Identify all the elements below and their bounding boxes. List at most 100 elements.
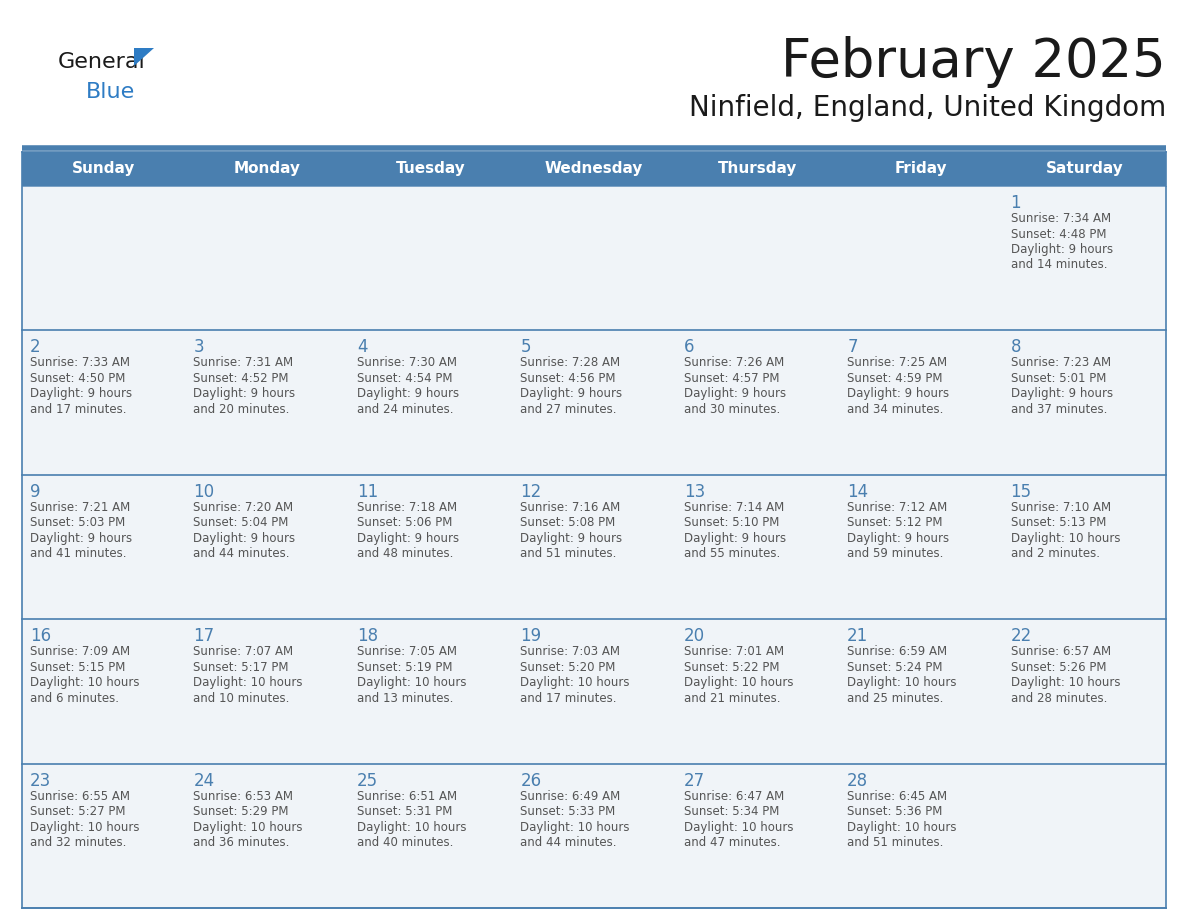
Text: and 2 minutes.: and 2 minutes. [1011,547,1100,560]
Text: Daylight: 10 hours: Daylight: 10 hours [194,821,303,834]
Text: Sunrise: 7:18 AM: Sunrise: 7:18 AM [356,501,457,514]
Text: Sunrise: 6:47 AM: Sunrise: 6:47 AM [684,789,784,802]
Text: and 17 minutes.: and 17 minutes. [30,403,126,416]
Text: Sunset: 4:52 PM: Sunset: 4:52 PM [194,372,289,385]
Text: and 34 minutes.: and 34 minutes. [847,403,943,416]
Bar [185,475,349,620]
Text: and 30 minutes.: and 30 minutes. [684,403,781,416]
Text: 4: 4 [356,339,367,356]
Text: Daylight: 10 hours: Daylight: 10 hours [1011,532,1120,544]
Bar [839,186,1003,330]
Text: Sunrise: 7:01 AM: Sunrise: 7:01 AM [684,645,784,658]
Text: Sunset: 5:26 PM: Sunset: 5:26 PM [1011,661,1106,674]
Text: and 14 minutes.: and 14 minutes. [1011,259,1107,272]
Text: 18: 18 [356,627,378,645]
Text: Daylight: 9 hours: Daylight: 9 hours [1011,243,1113,256]
Text: Sunset: 5:31 PM: Sunset: 5:31 PM [356,805,453,818]
Text: Daylight: 10 hours: Daylight: 10 hours [847,677,956,689]
Bar [23,764,185,908]
Bar [185,330,349,475]
Text: Sunset: 5:08 PM: Sunset: 5:08 PM [520,516,615,530]
Text: and 36 minutes.: and 36 minutes. [194,836,290,849]
Text: Sunset: 5:06 PM: Sunset: 5:06 PM [356,516,453,530]
Bar [676,475,839,620]
Text: Sunset: 5:27 PM: Sunset: 5:27 PM [30,805,126,818]
Text: Daylight: 9 hours: Daylight: 9 hours [194,532,296,544]
Text: Friday: Friday [895,162,947,176]
Text: Sunrise: 7:16 AM: Sunrise: 7:16 AM [520,501,620,514]
Text: 16: 16 [30,627,51,645]
Text: Sunset: 4:54 PM: Sunset: 4:54 PM [356,372,453,385]
Text: and 25 minutes.: and 25 minutes. [847,691,943,705]
Text: Daylight: 10 hours: Daylight: 10 hours [356,821,467,834]
Text: and 41 minutes.: and 41 minutes. [30,547,126,560]
Text: Daylight: 9 hours: Daylight: 9 hours [356,387,459,400]
Text: 27: 27 [684,772,704,789]
Text: Sunrise: 7:28 AM: Sunrise: 7:28 AM [520,356,620,369]
Text: Daylight: 9 hours: Daylight: 9 hours [194,387,296,400]
Text: Sunset: 5:22 PM: Sunset: 5:22 PM [684,661,779,674]
Bar [512,475,676,620]
Text: Sunset: 5:34 PM: Sunset: 5:34 PM [684,805,779,818]
Bar [839,475,1003,620]
Bar [1003,620,1165,764]
Text: Saturday: Saturday [1045,162,1123,176]
Text: 12: 12 [520,483,542,501]
Text: Sunrise: 7:12 AM: Sunrise: 7:12 AM [847,501,947,514]
Text: Sunrise: 7:09 AM: Sunrise: 7:09 AM [30,645,131,658]
Text: Daylight: 9 hours: Daylight: 9 hours [30,532,132,544]
Text: 8: 8 [1011,339,1020,356]
Text: 24: 24 [194,772,215,789]
Text: Sunrise: 7:30 AM: Sunrise: 7:30 AM [356,356,457,369]
Text: Sunset: 4:56 PM: Sunset: 4:56 PM [520,372,615,385]
Text: Sunrise: 7:03 AM: Sunrise: 7:03 AM [520,645,620,658]
Text: 10: 10 [194,483,215,501]
Text: Sunrise: 6:57 AM: Sunrise: 6:57 AM [1011,645,1111,658]
Text: Sunrise: 7:20 AM: Sunrise: 7:20 AM [194,501,293,514]
Text: Sunrise: 7:21 AM: Sunrise: 7:21 AM [30,501,131,514]
Text: Daylight: 9 hours: Daylight: 9 hours [30,387,132,400]
Text: Daylight: 9 hours: Daylight: 9 hours [520,532,623,544]
Bar [512,620,676,764]
Bar [185,764,349,908]
Text: Sunrise: 6:51 AM: Sunrise: 6:51 AM [356,789,457,802]
Text: and 40 minutes.: and 40 minutes. [356,836,454,849]
Text: Sunset: 4:50 PM: Sunset: 4:50 PM [30,372,126,385]
Text: and 51 minutes.: and 51 minutes. [847,836,943,849]
Text: Sunset: 5:10 PM: Sunset: 5:10 PM [684,516,779,530]
Text: 1: 1 [1011,194,1022,212]
Text: and 6 minutes.: and 6 minutes. [30,691,119,705]
Text: Sunset: 5:03 PM: Sunset: 5:03 PM [30,516,125,530]
Text: Wednesday: Wednesday [545,162,643,176]
Text: Sunset: 5:20 PM: Sunset: 5:20 PM [520,661,615,674]
Text: Sunrise: 7:23 AM: Sunrise: 7:23 AM [1011,356,1111,369]
Bar [839,764,1003,908]
Text: Daylight: 10 hours: Daylight: 10 hours [520,821,630,834]
Text: Daylight: 10 hours: Daylight: 10 hours [30,677,139,689]
Text: and 47 minutes.: and 47 minutes. [684,836,781,849]
Text: 26: 26 [520,772,542,789]
Text: Sunset: 5:12 PM: Sunset: 5:12 PM [847,516,942,530]
Text: Thursday: Thursday [718,162,797,176]
Text: Sunset: 4:59 PM: Sunset: 4:59 PM [847,372,942,385]
Text: Sunrise: 7:25 AM: Sunrise: 7:25 AM [847,356,947,369]
Bar [676,186,839,330]
Text: and 20 minutes.: and 20 minutes. [194,403,290,416]
Text: Sunset: 5:01 PM: Sunset: 5:01 PM [1011,372,1106,385]
Polygon shape [134,48,154,66]
Text: Sunset: 5:29 PM: Sunset: 5:29 PM [194,805,289,818]
Text: Sunrise: 7:34 AM: Sunrise: 7:34 AM [1011,212,1111,225]
Text: and 44 minutes.: and 44 minutes. [520,836,617,849]
Text: 5: 5 [520,339,531,356]
Text: Sunrise: 7:10 AM: Sunrise: 7:10 AM [1011,501,1111,514]
Text: Ninfield, England, United Kingdom: Ninfield, England, United Kingdom [689,94,1165,122]
Text: and 10 minutes.: and 10 minutes. [194,691,290,705]
Text: 20: 20 [684,627,704,645]
Text: Daylight: 9 hours: Daylight: 9 hours [1011,387,1113,400]
Text: and 55 minutes.: and 55 minutes. [684,547,781,560]
Text: Sunrise: 6:45 AM: Sunrise: 6:45 AM [847,789,947,802]
Text: 28: 28 [847,772,868,789]
Text: and 28 minutes.: and 28 minutes. [1011,691,1107,705]
Text: 17: 17 [194,627,215,645]
Text: Daylight: 10 hours: Daylight: 10 hours [520,677,630,689]
